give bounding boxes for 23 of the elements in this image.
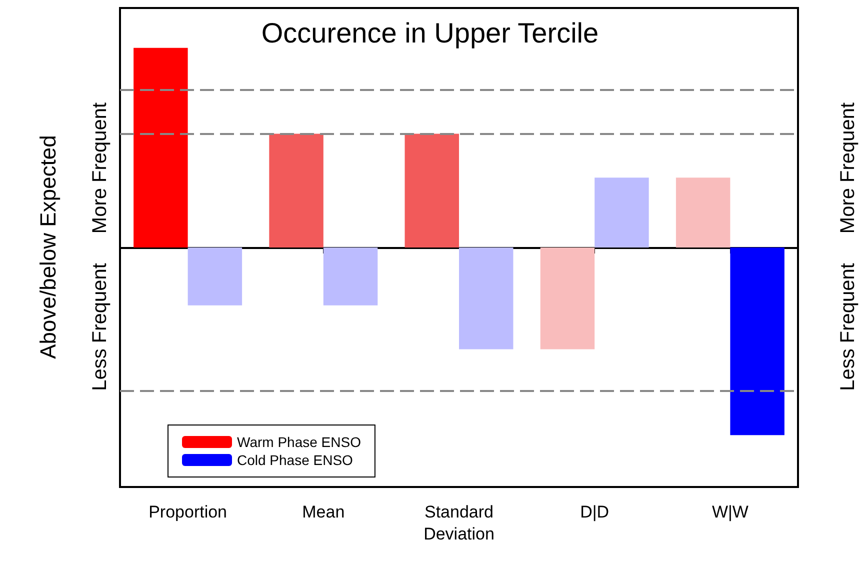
bar bbox=[269, 134, 324, 248]
bar bbox=[730, 248, 784, 436]
x-tick-label: W|W bbox=[712, 502, 748, 522]
bar bbox=[594, 178, 649, 248]
bar bbox=[676, 178, 730, 248]
chart-title: Occurence in Upper Tercile bbox=[261, 18, 599, 48]
x-tick-label: Proportion bbox=[148, 502, 228, 522]
text: More Frequent bbox=[837, 102, 859, 234]
y-axis-title: Above/below Expected bbox=[36, 135, 60, 359]
text: Less Frequent bbox=[89, 262, 111, 391]
bar bbox=[134, 48, 188, 248]
bar bbox=[323, 248, 378, 306]
text: Less Frequent bbox=[837, 262, 859, 391]
x-tick-label: Standard Deviation bbox=[424, 502, 494, 544]
bar bbox=[459, 248, 514, 350]
x-tick-label: D|D bbox=[580, 502, 610, 522]
bar bbox=[404, 134, 459, 248]
text: More Frequent bbox=[89, 102, 111, 234]
x-tick-label: Mean bbox=[302, 502, 345, 522]
bar bbox=[188, 248, 242, 306]
legend-label: Warm Phase ENSO bbox=[237, 434, 362, 450]
legend-label: Cold Phase ENSO bbox=[237, 452, 354, 468]
bar bbox=[540, 248, 595, 350]
